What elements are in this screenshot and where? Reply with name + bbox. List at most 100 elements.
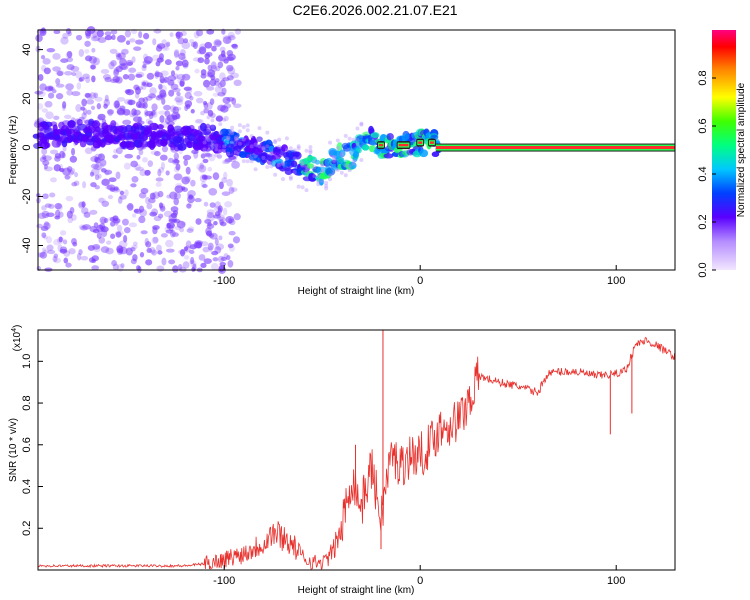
ridge-halo-dot [304, 148, 309, 153]
ridge-blob [307, 163, 314, 169]
noise-dot [43, 155, 52, 161]
noise-dot [106, 109, 115, 115]
noise-dot [184, 92, 192, 99]
noise-dot [163, 104, 171, 111]
noise-dot [52, 255, 58, 263]
ridge-halo-dot [296, 184, 301, 189]
ridge-blob [281, 144, 288, 152]
noise-dot [92, 243, 101, 250]
snr-y-axis-label: SNR (10 * v/v) [8, 418, 19, 482]
noise-dot [132, 213, 137, 218]
noise-dot [195, 97, 204, 104]
ridge-halo-dot [331, 158, 336, 163]
noise-dot [184, 100, 193, 108]
noise-dot [231, 160, 240, 169]
noise-dot [37, 212, 47, 219]
noise-dot [231, 97, 237, 105]
noise-dot [89, 92, 96, 100]
noise-dot [146, 247, 152, 253]
noise-dot [39, 28, 47, 36]
ridge-blob [238, 151, 248, 158]
ridge-halo-dot [222, 160, 227, 165]
noise-dot [51, 89, 57, 94]
noise-dot [216, 154, 223, 159]
frequency-ridge [32, 115, 443, 193]
noise-dot [113, 186, 119, 191]
noise-dot [138, 31, 143, 39]
noise-dot [208, 245, 213, 253]
ridge-halo-dot [320, 169, 325, 174]
ridge-halo-dot [265, 144, 270, 149]
noise-dot [40, 55, 46, 60]
spectrogram-y-axis-label: Frequency (Hz) [8, 116, 19, 185]
ridge-halo-dot [351, 137, 356, 142]
noise-dot [48, 85, 54, 90]
ridge-halo-dot [343, 163, 348, 168]
noise-dot [161, 257, 167, 266]
noise-dot [125, 247, 133, 256]
noise-dot [113, 149, 118, 154]
noise-dot [200, 262, 207, 269]
noise-dot [121, 48, 129, 55]
noise-dot [39, 83, 47, 91]
ridge-halo-dot [230, 125, 235, 130]
noise-dot [34, 90, 44, 95]
noise-dot [153, 28, 162, 34]
noise-dot [69, 155, 78, 163]
noise-dot [173, 159, 180, 164]
noise-dot [144, 110, 154, 117]
noise-dot [48, 86, 55, 91]
noise-dot [200, 110, 205, 116]
noise-dot [189, 95, 194, 101]
noise-dot [140, 187, 149, 195]
noise-dot [112, 75, 120, 83]
noise-dot [123, 98, 133, 105]
noise-dot [152, 38, 157, 46]
noise-dot [196, 29, 204, 37]
ridge-halo-dot [257, 144, 262, 149]
noise-dot [66, 50, 73, 58]
noise-dot [228, 217, 233, 224]
noise-dot [93, 92, 99, 99]
noise-dot [192, 263, 197, 272]
noise-dot [124, 29, 131, 38]
snr-y-multiplier-exp: 4 [11, 328, 18, 332]
noise-dot [68, 248, 76, 255]
ridge-halo-dot [226, 136, 231, 141]
noise-dot [64, 175, 71, 180]
noise-dot [207, 64, 213, 71]
noise-dot [94, 156, 99, 163]
noise-dot [63, 257, 69, 264]
noise-dot [219, 79, 226, 88]
noise-dot [110, 233, 116, 239]
ridge-halo-dot [324, 183, 329, 188]
ridge-blob [386, 133, 394, 141]
noise-dot [173, 197, 180, 206]
noise-dot [55, 83, 65, 88]
noise-dot [172, 265, 179, 273]
noise-dot [60, 36, 69, 45]
noise-dot [96, 116, 103, 122]
snr-y-multiplier-close: ) [12, 325, 23, 328]
ridge-halo-dot [257, 126, 262, 131]
noise-dot [179, 227, 185, 233]
spectrogram-frame [37, 29, 676, 271]
band-segment-core [430, 141, 434, 144]
noise-dot [225, 216, 235, 224]
noise-dot [119, 190, 125, 196]
noise-dot [107, 109, 113, 117]
noise-dot [190, 41, 197, 48]
ridge-blob [163, 138, 169, 145]
ridge-halo-dot [281, 160, 285, 165]
noise-dot [43, 249, 49, 254]
noise-dot [78, 77, 83, 83]
y-tick-label: 0 [21, 144, 33, 150]
noise-dot [156, 265, 165, 272]
noise-dot [190, 179, 196, 187]
ridge-halo-dot [269, 164, 274, 169]
noise-dot [173, 49, 180, 58]
noise-dot [214, 81, 221, 86]
noise-dot [138, 192, 147, 199]
noise-dot [193, 150, 199, 159]
spectrogram-panel: -100 0 100 -40 -20 0 20 40 Height of straight … [8, 26, 676, 297]
